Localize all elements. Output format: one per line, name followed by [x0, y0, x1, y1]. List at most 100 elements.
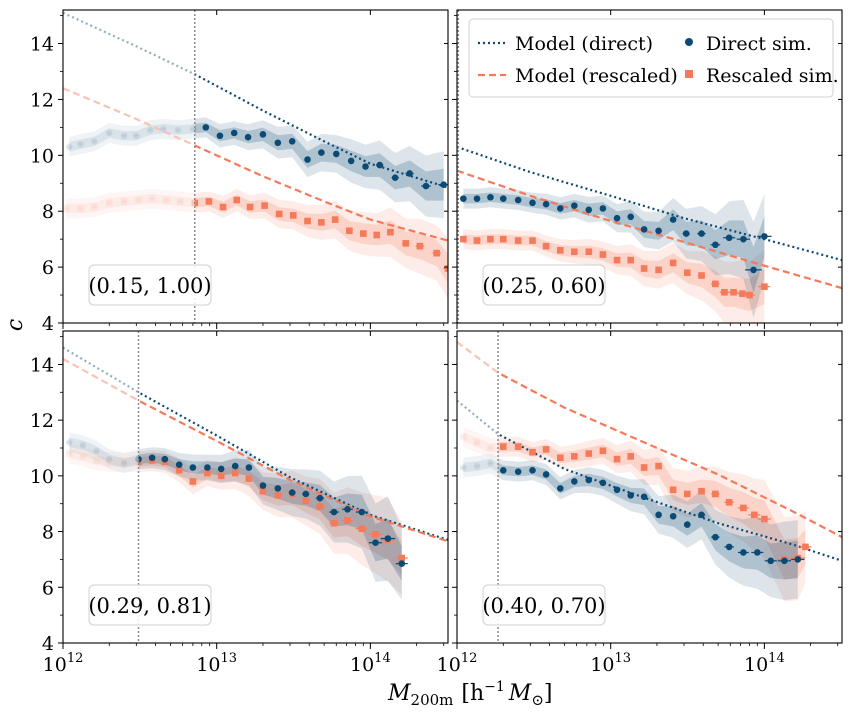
panel-4-label: (0.40, 0.70)	[482, 594, 605, 618]
rescaled-sim-point	[245, 475, 253, 482]
y-axis-label-text: c	[3, 319, 28, 331]
rescaled-sim-point	[669, 486, 677, 494]
rescaled-sim-point	[416, 242, 424, 250]
x-tick-label: 1014	[744, 651, 785, 676]
panel-1-frame	[62, 9, 449, 324]
rescaled-sim-point	[627, 256, 635, 264]
y-tick-label: 10	[30, 466, 54, 488]
rescaled-sim-point	[740, 504, 747, 512]
direct-sim-point	[683, 521, 691, 528]
rescaled-sim-band-outer	[66, 188, 448, 300]
rescaled-sim-point	[233, 196, 241, 204]
rescaled-sim-point	[246, 203, 254, 211]
direct-sim-point	[376, 161, 383, 169]
legend-model-direct: Model (direct)	[515, 33, 653, 55]
direct-sim-band-outer	[69, 117, 444, 219]
rescaled-sim-point	[358, 525, 366, 533]
direct-sim-point	[288, 138, 296, 145]
rescaled-sim-point	[318, 219, 325, 226]
y-tick-label: 4	[42, 633, 54, 655]
direct-sim-point	[440, 181, 447, 188]
direct-sim-point	[347, 157, 355, 165]
direct-sim-point	[161, 455, 169, 463]
legend-rescaled-sim: Rescaled sim.	[706, 65, 839, 87]
direct-sim-point	[599, 205, 607, 212]
direct-sim-point	[332, 150, 340, 158]
direct-sim-band-inner	[463, 192, 765, 293]
x-label-M: M	[387, 681, 411, 706]
rescaled-sim-point	[712, 490, 719, 498]
y-tick-label: 8	[42, 522, 54, 544]
direct-sim-point	[542, 200, 550, 208]
direct-sim-point	[316, 494, 324, 502]
rescaled-sim-point	[204, 469, 211, 477]
rescaled-sim-point	[302, 497, 310, 505]
direct-sim-point	[585, 206, 593, 214]
rescaled-sim-point	[627, 453, 635, 460]
model-rescaled-line	[457, 169, 842, 290]
x-tick-label: 1013	[196, 651, 237, 676]
panel-2-plot-area	[457, 10, 842, 323]
rescaled-sim-point	[655, 462, 662, 470]
panel-label-box	[88, 264, 212, 306]
rescaled-sim-point	[499, 235, 507, 243]
y-tick-label: 10	[30, 145, 54, 167]
rescaled-sim-point	[487, 235, 494, 243]
direct-sim-point	[627, 492, 635, 499]
direct-sim-point	[148, 454, 156, 462]
rescaled-sim-point	[683, 490, 691, 498]
rescaled-sim-point	[529, 237, 536, 244]
direct-sim-point	[585, 476, 593, 484]
direct-sim-point	[529, 199, 536, 207]
panel-label-box	[88, 584, 212, 626]
direct-sim-point	[669, 512, 677, 520]
legend-marker-rescaled-sim	[685, 70, 693, 78]
legend-model-rescaled: Model (rescaled)	[515, 65, 678, 87]
rescaled-sim-point	[585, 450, 593, 457]
direct-sim-point	[344, 505, 351, 513]
direct-sim-point	[274, 139, 282, 147]
direct-sim-point	[640, 493, 648, 501]
direct-sim-point	[613, 486, 621, 494]
rescaled-sim-point	[556, 454, 564, 462]
rescaled-sim-band-outer	[69, 443, 402, 595]
direct-sim-point	[542, 471, 550, 478]
direct-sim-point	[304, 156, 311, 163]
direct-sim-point	[781, 557, 788, 565]
y-tick-label: 12	[30, 89, 54, 111]
direct-sim-point	[259, 482, 267, 489]
direct-sim-point	[754, 549, 761, 556]
legend: Model (direct) Model (rescaled) Direct s…	[468, 18, 839, 98]
x-axis-label: M200m [h−1 M⊙]	[387, 679, 553, 709]
direct-sim-point	[655, 511, 662, 519]
rescaled-sim-point	[599, 447, 607, 455]
rescaled-sim-point	[304, 217, 311, 225]
y-tick-label: 8	[42, 201, 54, 223]
x-tick-label: 1013	[590, 651, 631, 676]
direct-sim-point	[406, 170, 413, 177]
rescaled-sim-point	[571, 248, 578, 256]
direct-sim-point	[698, 511, 705, 519]
rescaled-sim-point	[217, 472, 225, 480]
rescaled-sim-point	[499, 443, 507, 450]
direct-sim-point	[794, 556, 802, 563]
direct-sim-point	[740, 235, 747, 243]
rescaled-sim-point	[556, 247, 564, 254]
rescaled-sim-point	[444, 265, 448, 272]
direct-sim-point	[669, 216, 677, 223]
direct-sim-point	[422, 182, 430, 190]
rescaled-sim-point	[259, 487, 267, 495]
direct-sim-point	[362, 163, 369, 170]
rescaled-sim-point	[344, 517, 351, 524]
rescaled-sim-point	[698, 487, 705, 495]
direct-sim-point	[231, 462, 239, 470]
rescaled-sim-point	[730, 288, 737, 296]
rescaled-sim-point	[571, 453, 578, 460]
direct-sim-point	[372, 539, 379, 547]
rescaled-sim-point	[751, 511, 758, 519]
rescaled-sim-point	[330, 519, 338, 527]
direct-sim-point	[384, 535, 392, 542]
panel-label-box	[482, 264, 606, 306]
